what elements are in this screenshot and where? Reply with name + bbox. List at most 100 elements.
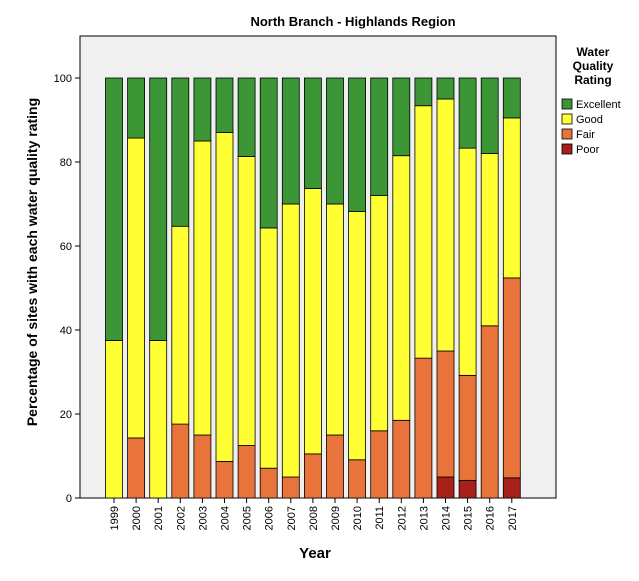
bar-segment-good-2007 [281,203,300,478]
legend-title-line: Rating [574,73,611,87]
bar-segment-good-2015 [458,147,477,376]
bar-segment-excellent-2017 [502,77,521,119]
x-tick-label-2001: 2001 [153,506,165,530]
y-tick-label: 20 [60,409,72,421]
bar-segment-good-2016 [480,153,499,327]
bar-segment-fair-2017 [502,277,521,479]
bar-segment-fair-2014 [436,350,455,478]
x-tick-label-2009: 2009 [330,506,342,530]
bar-segment-fair-2002 [171,423,190,499]
bar-segment-fair-2011 [370,430,389,499]
bar-segment-excellent-2014 [436,77,455,100]
bar-segment-excellent-2008 [303,77,322,189]
x-tick-label-2008: 2008 [308,506,320,530]
x-tick-label-2004: 2004 [220,506,232,530]
x-tick-label-2007: 2007 [286,506,298,530]
bar-segment-excellent-2016 [480,77,499,154]
legend-title-line: Quality [573,59,614,73]
bar-segment-fair-2006 [259,467,278,499]
x-tick-label-2011: 2011 [374,506,386,530]
x-tick-label-2013: 2013 [418,506,430,530]
bar-segment-fair-2005 [237,445,256,499]
x-tick-label-2014: 2014 [441,506,453,530]
bar-segment-excellent-2006 [259,77,278,229]
x-tick-label-1999: 1999 [109,506,121,530]
legend-swatch-poor [561,143,573,155]
bar-segment-good-1999 [105,340,123,499]
bars [105,77,521,499]
legend-swatch-good [561,113,573,125]
x-tick-label-2006: 2006 [264,506,276,530]
bar-segment-excellent-2009 [326,77,344,205]
bar-segment-excellent-2002 [171,77,190,227]
y-tick-label: 40 [60,325,72,337]
x-tick-label-2002: 2002 [175,506,187,530]
bar-segment-good-2009 [326,203,344,436]
bar-segment-fair-2015 [458,374,477,481]
bar-segment-good-2012 [392,155,411,421]
x-axis: 1999 2000 2001 2002 2003 2004 2005 2006 2007 2008… [109,498,519,530]
bar-segment-poor-2014 [436,476,455,499]
bar-segment-excellent-2012 [392,77,411,157]
legend-label-poor: Poor [576,144,600,156]
legend-label-excellent: Excellent [576,99,621,111]
legend-label-fair: Fair [576,129,595,141]
bar-segment-fair-2013 [414,357,433,499]
legend-swatch-fair [561,128,573,140]
x-tick-label-2015: 2015 [463,506,475,530]
bar-segment-good-2017 [502,117,521,279]
bar-segment-excellent-2015 [458,77,477,149]
bar-segment-excellent-2001 [149,77,168,341]
bar-segment-excellent-2011 [370,77,389,196]
y-tick-label: 0 [66,493,72,505]
bar-segment-good-2013 [414,105,433,359]
bar-segment-fair-2003 [193,434,212,499]
bar-segment-good-2006 [259,227,278,469]
y-tick-label: 80 [60,157,72,169]
bar-segment-good-2014 [436,98,455,352]
bar-segment-fair-2007 [281,476,300,499]
bar-segment-excellent-2003 [193,77,212,142]
bar-segment-excellent-2010 [348,77,367,212]
x-axis-label: Year [299,545,331,562]
bar-segment-good-2001 [149,340,168,499]
bar-segment-good-2002 [171,225,190,425]
bar-segment-fair-2009 [326,434,344,499]
x-tick-label-2010: 2010 [352,506,364,530]
legend-swatch-excellent [561,98,573,110]
legend-title-line: Water [577,45,610,59]
bar-segment-good-2008 [303,188,322,455]
bar-segment-good-2005 [237,156,256,446]
bar-segment-fair-2010 [348,459,367,499]
x-tick-label-2012: 2012 [396,506,408,530]
x-tick-label-2017: 2017 [507,506,519,530]
bar-segment-good-2003 [193,140,212,436]
bar-segment-excellent-2000 [127,77,145,139]
y-tick-label: 60 [60,241,72,253]
bar-segment-poor-2015 [458,479,477,499]
bar-segment-good-2004 [215,132,234,462]
bar-segment-poor-2017 [502,477,521,499]
bar-segment-fair-2012 [392,419,411,499]
bar-segment-excellent-2004 [215,77,234,133]
bar-segment-excellent-2013 [414,77,433,107]
x-tick-label-2016: 2016 [485,506,497,530]
y-tick-label: 100 [54,73,72,85]
bar-segment-fair-2000 [127,437,145,499]
y-axis-label: Percentage of sites with each water qual… [24,98,40,426]
x-tick-label-2000: 2000 [131,506,143,530]
x-tick-label-2003: 2003 [197,506,209,530]
bar-segment-fair-2008 [303,453,322,499]
bar-segment-excellent-1999 [105,77,123,341]
bar-segment-good-2000 [127,137,145,439]
bar-segment-excellent-2005 [237,77,256,157]
bar-segment-good-2010 [348,211,367,461]
bar-segment-fair-2004 [215,461,234,499]
y-axis: 0 20 40 60 80 100 [54,73,80,505]
legend-label-good: Good [576,114,603,126]
bar-segment-excellent-2007 [281,77,300,205]
chart-title: North Branch - Highlands Region [250,14,455,29]
